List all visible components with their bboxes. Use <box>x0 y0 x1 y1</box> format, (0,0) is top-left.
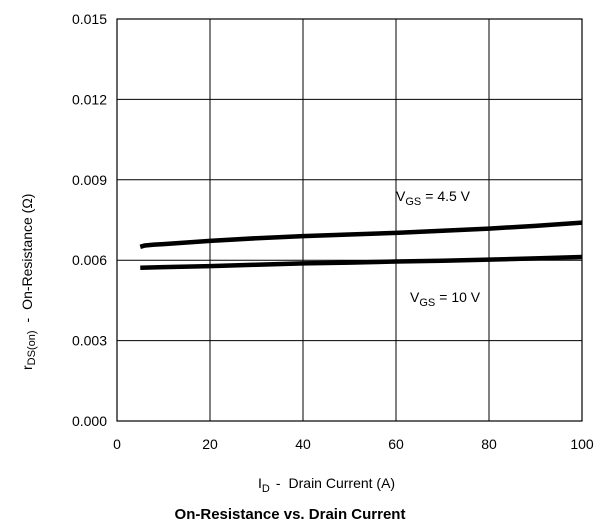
plot-frame <box>116 18 583 422</box>
y-tick-label: 0.012 <box>72 91 107 107</box>
y-axis-label: rDS(on)-On-Resistance (Ω) <box>19 194 38 370</box>
x-axis-label: ID - Drain Current (A) <box>258 475 395 495</box>
y-tick-label: 0.015 <box>72 11 107 27</box>
x-tick-label: 60 <box>388 436 404 452</box>
x-tick-label: 20 <box>202 436 218 452</box>
x-tick-label: 80 <box>481 436 497 452</box>
x-tick-label: 0 <box>113 436 121 452</box>
series-label-vgs-4-5: VGS = 4.5 V <box>396 188 471 208</box>
x-tick-labels: 0 20 40 60 80 100 <box>113 436 594 452</box>
y-tick-label: 0.006 <box>72 252 107 268</box>
x-tick-label: 100 <box>570 436 594 452</box>
series-layer <box>139 220 583 270</box>
series-line-1 <box>140 254 583 270</box>
y-tick-label: 0.000 <box>72 413 107 429</box>
x-tick-label: 40 <box>295 436 311 452</box>
series-label-vgs-10: VGS = 10 V <box>410 289 481 309</box>
chart-title: On-Resistance vs. Drain Current <box>175 506 406 523</box>
y-tick-label: 0.009 <box>72 172 107 188</box>
y-tick-labels: 0.000 0.003 0.006 0.009 0.012 0.015 <box>72 11 107 429</box>
grid <box>117 19 582 421</box>
y-tick-label: 0.003 <box>72 333 107 349</box>
series-line-0 <box>139 220 583 249</box>
